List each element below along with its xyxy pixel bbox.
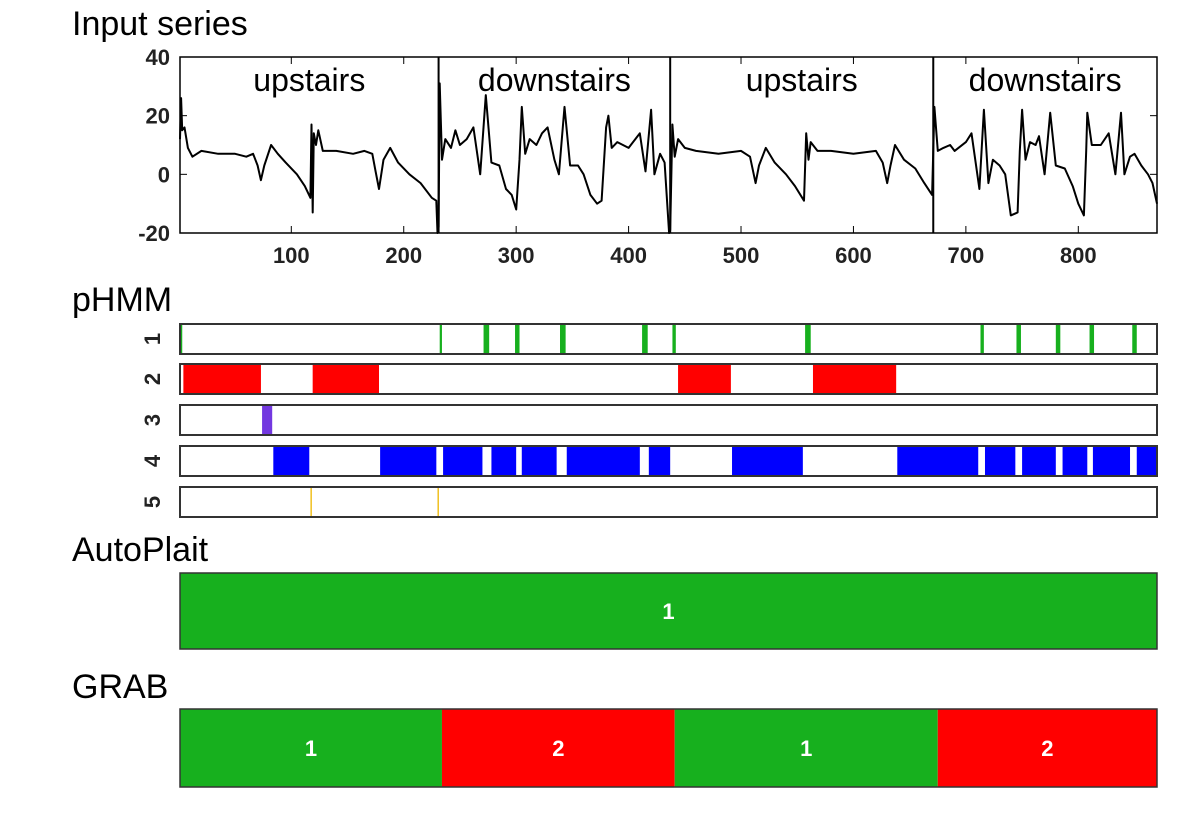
x-tick-label: 600	[835, 243, 872, 268]
state-1-interval	[1132, 324, 1137, 354]
x-tick-label: 500	[723, 243, 760, 268]
segment-bar	[180, 709, 442, 787]
y-tick-label: 40	[146, 45, 170, 70]
state-4-interval	[491, 446, 517, 476]
x-tick-label: 100	[273, 243, 310, 268]
state-5-interval	[310, 487, 312, 517]
state-1-interval	[1055, 324, 1061, 354]
state-1-interval	[980, 324, 984, 354]
state-1-interval	[1016, 324, 1021, 354]
x-tick-label: 200	[385, 243, 422, 268]
segment-bar	[674, 709, 938, 787]
state-1-interval	[483, 324, 490, 354]
segment-label: 1	[305, 736, 317, 761]
state-4-interval	[566, 446, 640, 476]
state-4-interval	[443, 446, 483, 476]
segment-label: upstairs	[746, 62, 858, 98]
state-row-frame	[179, 445, 1158, 477]
state-1-interval	[439, 324, 442, 354]
y-tick-label: 20	[146, 104, 170, 129]
phmm-title: pHMM	[72, 281, 172, 319]
state-1-interval	[560, 324, 566, 354]
state-5-interval	[437, 487, 439, 517]
state-1-interval	[642, 324, 648, 354]
segment-bar	[180, 573, 1157, 649]
signal-line	[179, 82, 1158, 234]
state-2-interval	[312, 364, 379, 394]
state-label: 1	[140, 333, 165, 345]
state-row-frame	[179, 404, 1158, 436]
state-label: 2	[140, 373, 165, 385]
segment-bar	[937, 709, 1157, 787]
segment-label: 1	[662, 599, 674, 624]
state-4-interval	[897, 446, 979, 476]
state-4-interval	[273, 446, 310, 476]
state-label: 3	[140, 414, 165, 426]
x-tick-label: 400	[610, 243, 647, 268]
input-series-title: Input series	[72, 5, 248, 43]
state-2-interval	[183, 364, 261, 394]
state-2-interval	[678, 364, 731, 394]
segment-label: downstairs	[478, 62, 631, 98]
segment-label: upstairs	[253, 62, 365, 98]
state-label: 5	[140, 496, 165, 508]
segment-label: 2	[1041, 736, 1053, 761]
segment-label: 2	[552, 736, 564, 761]
state-4-interval	[1092, 446, 1131, 476]
state-1-interval	[1089, 324, 1095, 354]
x-tick-label: 700	[948, 243, 985, 268]
segment-bar	[441, 709, 675, 787]
state-1-interval	[672, 324, 676, 354]
autoplait-title: AutoPlait	[72, 531, 209, 569]
state-row-frame	[179, 323, 1158, 355]
state-4-interval	[521, 446, 557, 476]
state-1-interval	[805, 324, 811, 354]
state-1-interval	[515, 324, 520, 354]
state-2-interval	[812, 364, 897, 394]
bar-frame	[179, 708, 1158, 788]
state-1-interval	[180, 324, 183, 354]
state-label: 4	[140, 454, 165, 467]
y-tick-label: -20	[138, 221, 170, 246]
state-4-interval	[1136, 446, 1157, 476]
state-4-interval	[1022, 446, 1056, 476]
x-tick-label: 800	[1060, 243, 1097, 268]
state-4-interval	[380, 446, 437, 476]
segment-label: downstairs	[969, 62, 1122, 98]
segment-label: 1	[800, 736, 812, 761]
phmm-plot: 1 2 3 4 5	[140, 323, 1158, 518]
state-3-interval	[262, 405, 273, 435]
grab-plot: 1 2 1 2	[179, 708, 1158, 788]
state-4-interval	[732, 446, 803, 476]
state-row-frame	[179, 486, 1158, 518]
bar-frame	[179, 572, 1158, 650]
state-4-interval	[984, 446, 1016, 476]
grab-title: GRAB	[72, 668, 168, 706]
x-tick-label: 300	[498, 243, 535, 268]
state-row-frame	[179, 363, 1158, 395]
y-tick-label: 0	[158, 162, 170, 187]
autoplait-plot: 1	[179, 572, 1158, 650]
state-4-interval	[648, 446, 671, 476]
state-4-interval	[1062, 446, 1088, 476]
